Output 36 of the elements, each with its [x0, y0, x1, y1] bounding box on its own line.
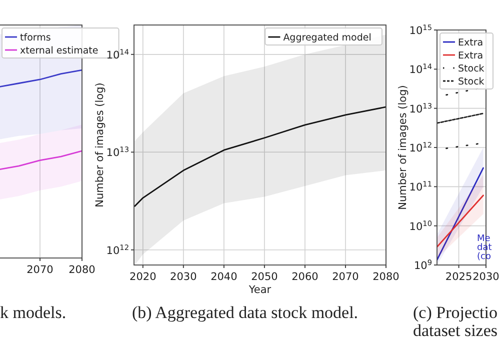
legend-label: Aggregated model — [283, 32, 372, 44]
legend-label: Extra — [458, 38, 484, 48]
x-tick-label: 2030 — [170, 271, 197, 283]
y-tick-label: 10$^{13}$ — [409, 100, 432, 116]
text: (b) Aggregated data stock model. — [132, 303, 358, 322]
legend-label: Stock — [458, 64, 485, 74]
y-tick-label: 10$^{14}$ — [106, 46, 130, 62]
x-tick-label: 2060 — [292, 271, 318, 283]
legend-label: Extra — [458, 50, 484, 62]
legend-label: xternal estimate — [20, 46, 98, 56]
legend-label: tforms — [20, 32, 51, 44]
y-tick-label: 10$^{12}$ — [106, 242, 129, 257]
text: dataset sizes — [413, 321, 498, 340]
x-tick-label: 2080 — [68, 264, 96, 276]
y-tick-label: 10$^{14}$ — [409, 62, 432, 76]
line-series — [134, 106, 386, 207]
x-tick-label: 2070 — [26, 264, 54, 276]
y-tick-label: 10$^{9}$ — [414, 258, 432, 272]
text: k models. — [0, 303, 66, 322]
x-tick-label: 2050 — [251, 271, 278, 283]
x-axis-title: Year — [248, 284, 272, 296]
text: (c) Projectio — [413, 303, 498, 322]
y-axis-title: Number of images (log) — [397, 85, 409, 210]
y-tick-label: 10$^{11}$ — [409, 179, 432, 194]
x-tick-label: 2030 — [472, 271, 500, 283]
x-tick-label: 2040 — [210, 271, 238, 283]
x-tick-label: 2070 — [332, 271, 359, 283]
y-tick-label: 10$^{15}$ — [409, 22, 432, 37]
x-tick-label: 2025 — [445, 271, 472, 283]
x-tick-label: 2080 — [372, 271, 400, 283]
x-tick-label: 2020 — [130, 271, 156, 283]
y-axis-title: Number of images (log) — [94, 82, 106, 208]
y-tick-label: 10$^{10}$ — [409, 218, 432, 233]
y-tick-label: 10$^{12}$ — [409, 140, 432, 154]
y-tick-label: 10$^{13}$ — [106, 144, 130, 160]
legend-label: Stock — [458, 76, 485, 88]
